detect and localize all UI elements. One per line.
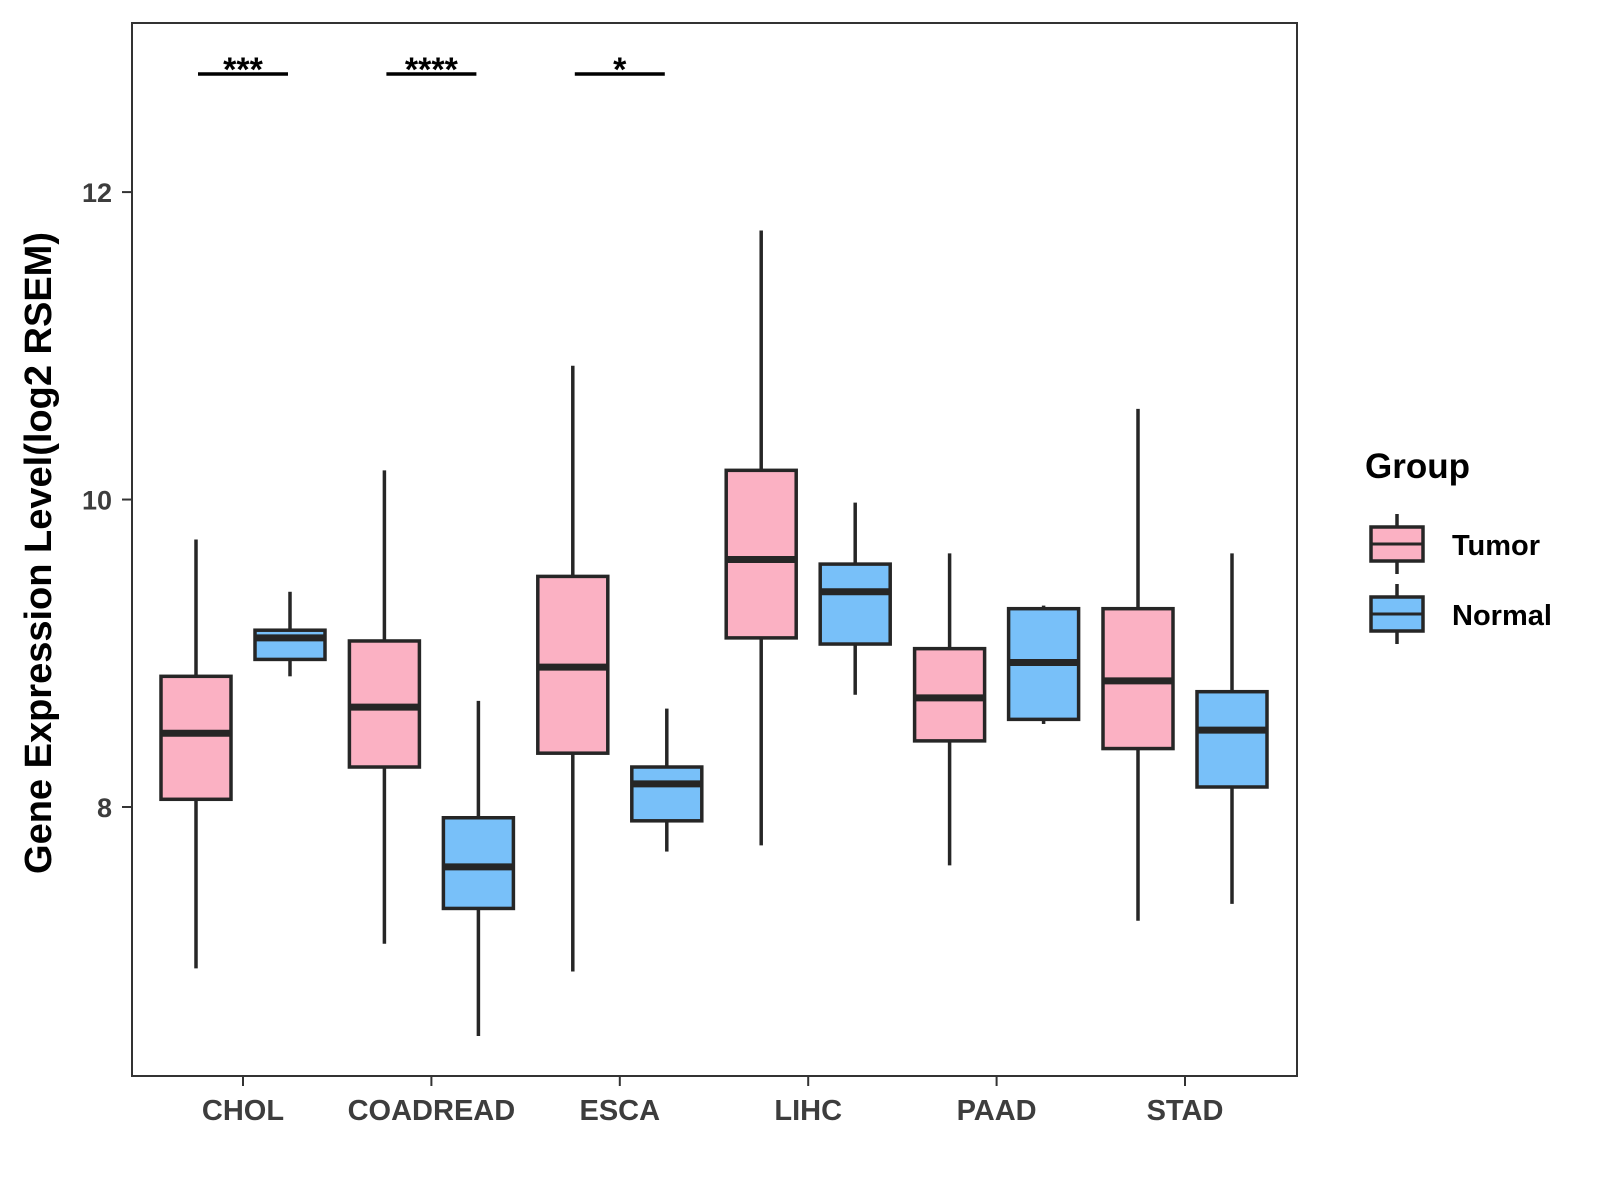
box-tumor-coadread — [347, 470, 422, 944]
box-iqr — [441, 815, 516, 911]
legend-label-normal: Normal — [1452, 600, 1552, 632]
y-tick-label: 12 — [82, 178, 112, 208]
y-tick-label: 8 — [97, 793, 112, 823]
box-iqr — [724, 468, 798, 640]
legend-title: Group — [1365, 447, 1470, 486]
y-axis-label: Gene Expression Level(log2 RSEM) — [18, 232, 60, 874]
axis-layer: 8 10 12 CHOL COADREAD ESCA LIHC PAAD STAD — [82, 22, 1298, 1127]
legend-label-tumor: Tumor — [1452, 530, 1540, 562]
box-normal-coadread — [441, 700, 516, 1037]
box-normal-paad — [1006, 605, 1081, 724]
box-normal-lihc — [818, 502, 892, 695]
box-tumor-esca — [536, 365, 610, 972]
x-tick-label: CHOL — [202, 1095, 284, 1127]
significance-label: **** — [405, 51, 459, 89]
box-tumor-stad — [1101, 408, 1175, 921]
box-normal-esca — [630, 708, 704, 852]
plot-panel-border — [131, 22, 1298, 1077]
legend-key-normal — [1369, 584, 1425, 644]
legend: Group Tumor Normal — [1365, 447, 1552, 644]
y-tick-label: 10 — [82, 486, 112, 516]
x-tick-label: ESCA — [580, 1095, 661, 1127]
box-normal-chol — [253, 591, 327, 677]
significance-label: *** — [223, 51, 263, 89]
plot-layer: *** **** * — [159, 51, 1269, 1037]
box-normal-stad — [1195, 553, 1269, 904]
box-tumor-paad — [912, 553, 987, 866]
box-iqr — [159, 674, 233, 802]
x-tick-label: STAD — [1147, 1095, 1224, 1127]
box-tumor-chol — [159, 539, 233, 969]
box-iqr — [818, 562, 892, 646]
box-iqr — [1195, 689, 1269, 789]
x-tick-label: LIHC — [774, 1095, 842, 1127]
x-tick-label: COADREAD — [348, 1095, 516, 1127]
x-tick-label: PAAD — [957, 1095, 1037, 1127]
box-tumor-lihc — [724, 230, 798, 846]
legend-key-tumor — [1369, 514, 1425, 574]
significance-label: * — [613, 51, 627, 89]
box-iqr — [630, 765, 704, 823]
